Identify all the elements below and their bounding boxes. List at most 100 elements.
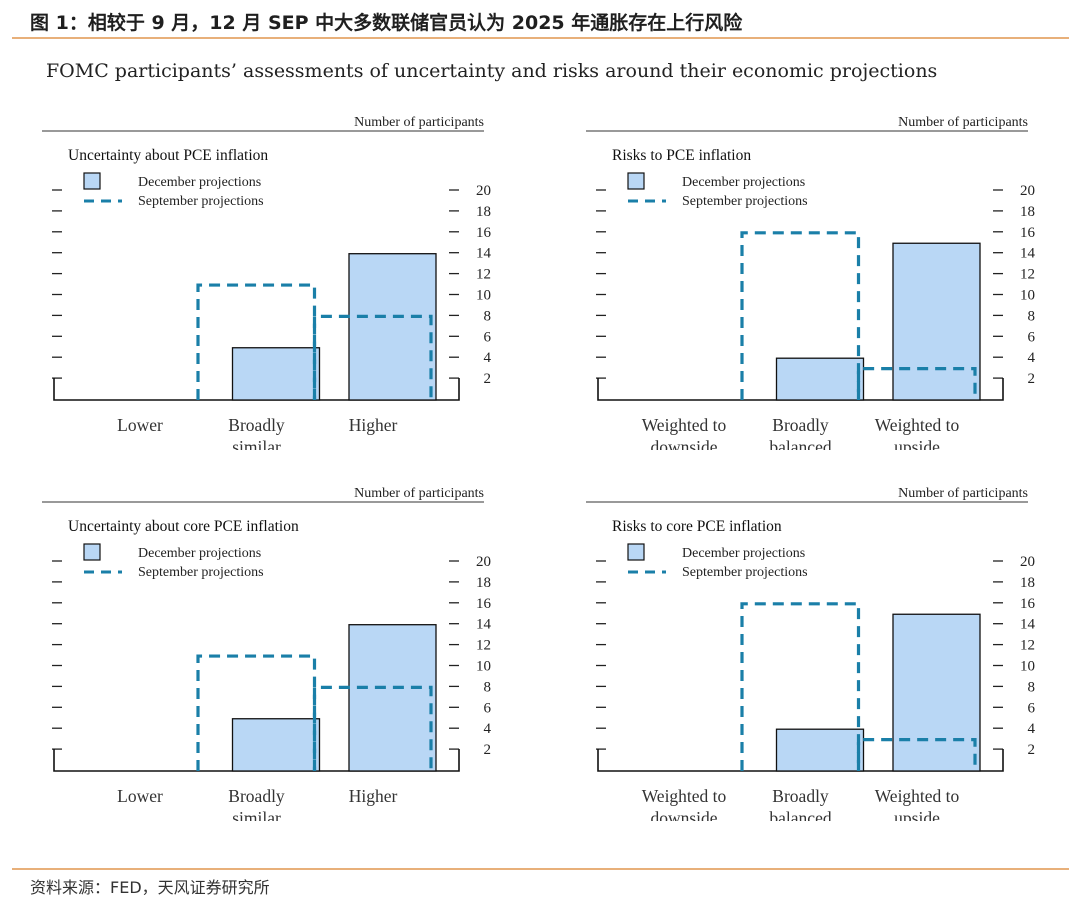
tick-label-4: 4	[1028, 350, 1036, 366]
category-label-weighted-to-downside-line1: Weighted to	[642, 415, 727, 435]
legend-swatch-december	[627, 543, 645, 561]
tick-label-6: 6	[484, 329, 492, 345]
category-label-broadly-similar-line2: similar	[232, 808, 281, 821]
header-rule	[12, 37, 1069, 39]
category-label-broadly-balanced-line2: balanced	[769, 808, 831, 821]
tick-label-12: 12	[1020, 638, 1035, 654]
tick-label-4: 4	[1028, 721, 1036, 737]
chart-svg: Number of participants Uncertainty about …	[42, 115, 492, 450]
legend-label-september: September projections	[682, 565, 808, 580]
tick-label-16: 16	[1020, 225, 1036, 241]
bar-broadly-similar	[231, 718, 321, 772]
bar-higher	[348, 624, 437, 772]
category-label-weighted-to-upside-line2: upside	[894, 808, 940, 821]
tick-label-2: 2	[484, 371, 492, 387]
dashed-outline-broadly-balanced	[740, 231, 861, 400]
legend-swatch-december	[83, 543, 101, 561]
figure-header: 图 1：相较于 9 月，12 月 SEP 中大多数联储官员认为 2025 年通胀…	[30, 12, 743, 34]
tick-label-12: 12	[476, 267, 491, 283]
y-axis-label: Number of participants	[354, 115, 484, 130]
category-label-weighted-to-upside-line2: upside	[894, 437, 940, 450]
y-axis-label: Number of participants	[354, 486, 484, 501]
chart-svg: Number of participants Risks to core PCE …	[586, 486, 1036, 821]
tick-label-14: 14	[1020, 246, 1036, 262]
bar-weighted-to-upside	[892, 242, 981, 401]
category-label-weighted-to-downside-line2: downside	[650, 808, 717, 821]
tick-label-14: 14	[476, 246, 492, 262]
panel-title: Uncertainty about core PCE inflation	[68, 518, 299, 535]
chart-svg: Number of participants Risks to PCE infla…	[586, 115, 1036, 450]
tick-label-8: 8	[484, 308, 492, 324]
tick-label-4: 4	[484, 721, 492, 737]
category-label-weighted-to-upside-line1: Weighted to	[875, 786, 960, 806]
bar-broadly-balanced	[775, 728, 865, 772]
tick-label-18: 18	[476, 204, 491, 220]
category-label-broadly-balanced-line2: balanced	[769, 437, 831, 450]
tick-label-18: 18	[476, 575, 491, 591]
tick-label-16: 16	[476, 596, 492, 612]
panel-uncertainty-pce: Number of participants Uncertainty about …	[38, 100, 498, 450]
legend-label-december: December projections	[682, 175, 805, 190]
tick-label-10: 10	[476, 659, 491, 675]
category-label-higher: Higher	[349, 786, 398, 806]
tick-label-6: 6	[1028, 329, 1036, 345]
category-label-lower: Lower	[117, 415, 163, 435]
tick-label-4: 4	[484, 350, 492, 366]
panel-title: Risks to PCE inflation	[612, 147, 751, 164]
category-label-broadly-balanced-line1: Broadly	[772, 786, 829, 806]
tick-label-10: 10	[1020, 288, 1035, 304]
category-label-broadly-similar-line2: similar	[232, 437, 281, 450]
category-label-weighted-to-upside-line1: Weighted to	[875, 415, 960, 435]
legend-swatch-december	[627, 172, 645, 190]
tick-label-8: 8	[1028, 679, 1036, 695]
footer-rule	[12, 868, 1069, 870]
legend-label-september: September projections	[138, 565, 264, 580]
dashed-outline-higher	[312, 314, 433, 400]
tick-label-6: 6	[1028, 700, 1036, 716]
tick-label-6: 6	[484, 700, 492, 716]
bar-higher	[348, 253, 437, 401]
category-label-higher: Higher	[349, 415, 398, 435]
tick-label-14: 14	[476, 617, 492, 633]
tick-label-2: 2	[484, 742, 492, 758]
tick-label-20: 20	[476, 183, 491, 199]
tick-label-14: 14	[1020, 617, 1036, 633]
bar-weighted-to-upside	[892, 613, 981, 772]
category-label-weighted-to-downside-line2: downside	[650, 437, 717, 450]
bar-broadly-similar	[231, 347, 321, 401]
category-label-broadly-balanced-line1: Broadly	[772, 415, 829, 435]
figure-source: 资料来源：FED，天风证券研究所	[30, 878, 270, 897]
tick-label-10: 10	[1020, 659, 1035, 675]
dashed-outline-weighted-to-upside	[856, 367, 977, 400]
tick-label-18: 18	[1020, 204, 1035, 220]
tick-label-16: 16	[476, 225, 492, 241]
legend-label-december: December projections	[138, 546, 261, 561]
tick-label-12: 12	[1020, 267, 1035, 283]
legend-swatch-december	[83, 172, 101, 190]
legend-label-december: December projections	[138, 175, 261, 190]
chart-title: FOMC participants’ assessments of uncert…	[46, 60, 938, 82]
y-axis-label: Number of participants	[898, 115, 1028, 130]
category-label-broadly-similar-line1: Broadly	[228, 415, 285, 435]
tick-label-2: 2	[1028, 742, 1036, 758]
chart-svg: Number of participants Uncertainty about …	[42, 486, 492, 821]
category-label-weighted-to-downside-line1: Weighted to	[642, 786, 727, 806]
dashed-outline-higher	[312, 685, 433, 771]
tick-label-10: 10	[476, 288, 491, 304]
tick-label-12: 12	[476, 638, 491, 654]
category-label-broadly-similar-line1: Broadly	[228, 786, 285, 806]
panel-title: Uncertainty about PCE inflation	[68, 147, 268, 164]
tick-label-18: 18	[1020, 575, 1035, 591]
dashed-outline-weighted-to-upside	[856, 738, 977, 771]
tick-label-20: 20	[1020, 183, 1035, 199]
legend-label-december: December projections	[682, 546, 805, 561]
category-label-lower: Lower	[117, 786, 163, 806]
legend-label-september: September projections	[682, 194, 808, 209]
tick-label-20: 20	[1020, 554, 1035, 570]
panel-uncertainty-core-pce: Number of participants Uncertainty about …	[38, 471, 498, 821]
legend-label-september: September projections	[138, 194, 264, 209]
tick-label-8: 8	[484, 679, 492, 695]
tick-label-20: 20	[476, 554, 491, 570]
panel-risks-pce: Number of participants Risks to PCE infla…	[582, 100, 1042, 450]
bar-broadly-balanced	[775, 357, 865, 401]
